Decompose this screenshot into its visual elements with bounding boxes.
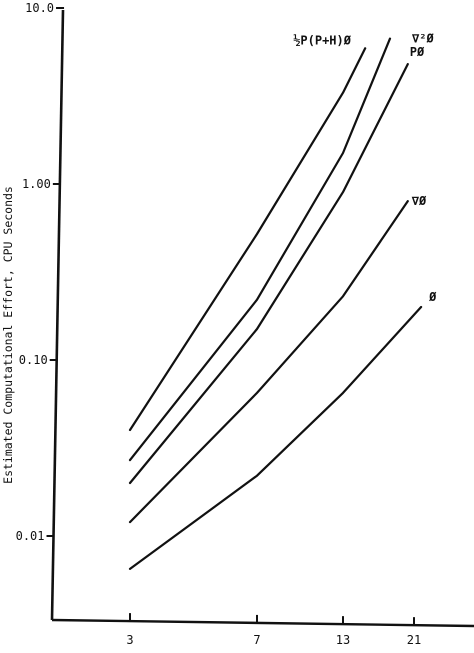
x-tick-label: 21 xyxy=(407,633,421,647)
series-line xyxy=(128,200,409,524)
series-label: ∇²Ø xyxy=(411,32,434,46)
x-tick-label: 3 xyxy=(126,633,133,647)
series-line xyxy=(128,47,367,432)
y-tick-label: 0.10 xyxy=(19,353,48,367)
y-tick-label: 1.00 xyxy=(22,177,51,191)
series-line xyxy=(128,62,409,485)
y-axis-line xyxy=(50,9,65,621)
axes xyxy=(50,9,474,628)
x-tick-label: 13 xyxy=(336,633,350,647)
series-label: ∇Ø xyxy=(411,194,427,208)
series-line xyxy=(128,37,392,462)
series-label: ½P(P+H)Ø xyxy=(293,33,352,47)
x-axis-line xyxy=(51,618,474,628)
series-lines xyxy=(128,37,423,570)
ticks: 10.0 1.00 0.10 0.01 3 7 13 21 xyxy=(16,1,422,647)
y-axis-title: Estimated Computational Effort, CPU Seco… xyxy=(1,186,15,484)
series-label: PØ xyxy=(410,45,425,59)
x-tick-label: 7 xyxy=(253,633,260,647)
y-tick-label: 0.01 xyxy=(16,529,45,543)
y-tick-label: 10.0 xyxy=(25,1,54,15)
series-label: Ø xyxy=(428,290,437,304)
series-line xyxy=(128,305,423,570)
